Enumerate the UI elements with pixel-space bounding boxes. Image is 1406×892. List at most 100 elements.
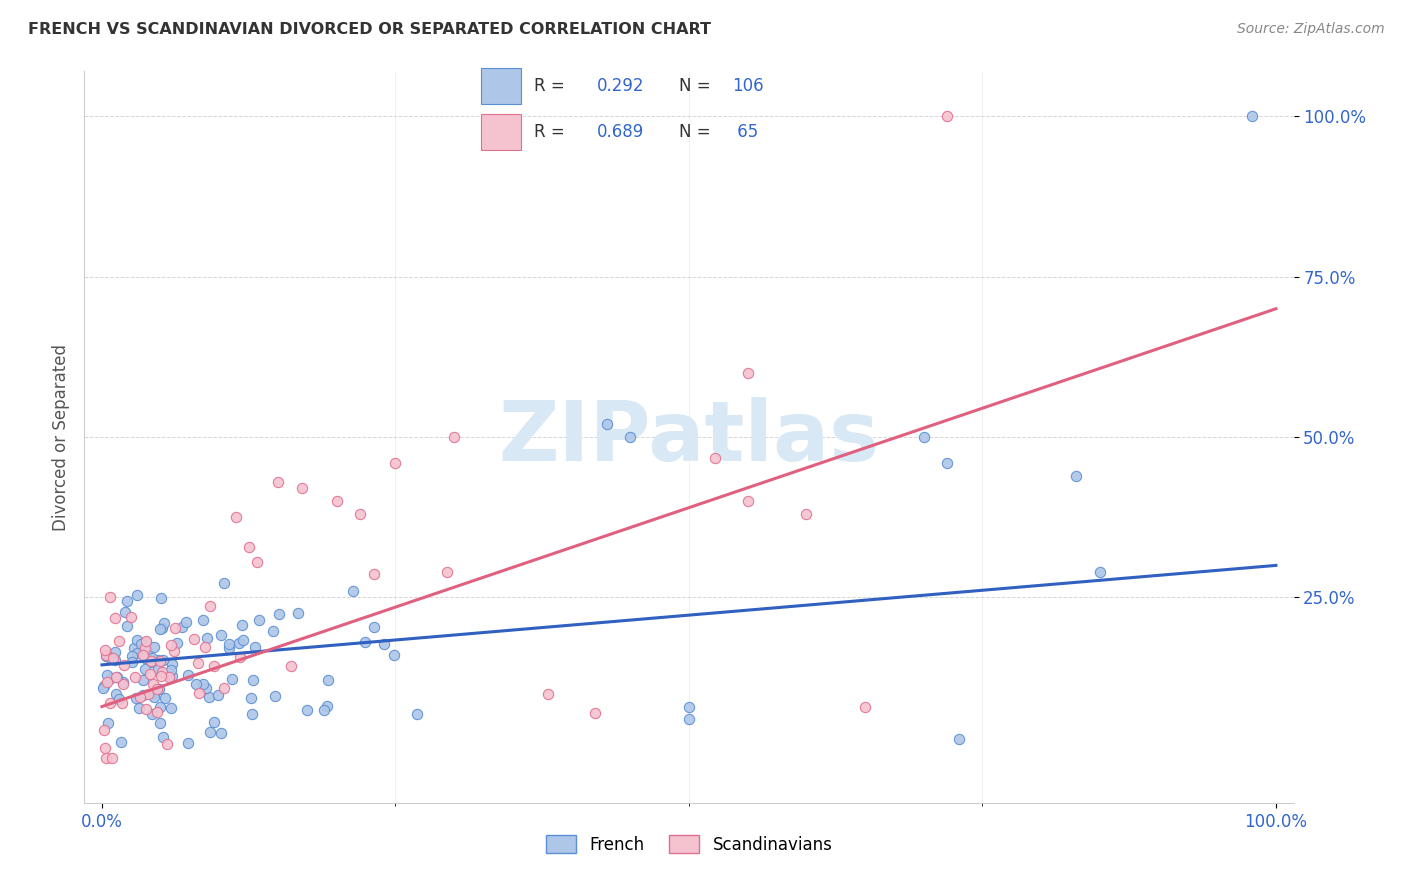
Y-axis label: Divorced or Separated: Divorced or Separated: [52, 343, 70, 531]
Point: [170, 620, 193, 634]
Point: [115, 594, 138, 608]
Point: [149, 654, 172, 668]
Point: [596, 417, 619, 432]
Point: [150, 621, 173, 635]
Point: [243, 640, 266, 654]
Point: [135, 634, 157, 648]
Point: [149, 669, 172, 683]
Point: [100, 671, 122, 685]
Point: [135, 702, 157, 716]
Point: [384, 456, 406, 470]
Point: [262, 624, 284, 638]
Point: [166, 636, 188, 650]
Point: [132, 673, 155, 688]
Point: [139, 654, 162, 668]
Point: [148, 652, 170, 666]
Point: [122, 640, 145, 655]
Point: [583, 706, 606, 720]
Point: [91, 681, 114, 695]
Point: [221, 672, 243, 686]
Point: [936, 109, 959, 123]
Point: [149, 700, 172, 714]
Point: [104, 653, 127, 667]
Point: [187, 686, 209, 700]
Point: [238, 540, 260, 554]
Point: [229, 649, 252, 664]
Point: [177, 736, 200, 750]
Point: [290, 482, 312, 496]
Point: [104, 645, 127, 659]
Point: [141, 656, 163, 670]
Point: [245, 555, 267, 569]
Point: [194, 681, 217, 696]
Point: [120, 609, 142, 624]
Point: [231, 618, 253, 632]
Point: [127, 646, 149, 660]
Text: N =: N =: [679, 77, 711, 95]
Point: [191, 613, 214, 627]
Text: 106: 106: [733, 77, 763, 95]
Point: [443, 430, 465, 444]
Point: [183, 632, 205, 647]
Point: [152, 730, 174, 744]
Point: [197, 631, 219, 645]
Point: [326, 494, 349, 508]
Point: [136, 644, 159, 658]
Point: [121, 648, 143, 663]
Point: [207, 688, 229, 702]
Point: [186, 677, 208, 691]
Point: [111, 677, 134, 691]
Point: [110, 735, 132, 749]
Point: [177, 668, 200, 682]
Point: [112, 675, 135, 690]
Point: [146, 682, 169, 697]
Point: [132, 688, 155, 702]
Point: [115, 619, 138, 633]
Point: [240, 707, 263, 722]
Point: [678, 712, 700, 726]
Point: [363, 620, 385, 634]
Point: [209, 726, 232, 740]
Point: [125, 632, 148, 647]
Point: [218, 641, 240, 656]
Point: [125, 588, 148, 602]
Point: [264, 690, 287, 704]
Point: [150, 591, 173, 606]
Point: [155, 690, 177, 705]
Point: [295, 703, 318, 717]
Point: [97, 716, 120, 731]
Point: [619, 430, 641, 444]
Text: 0.689: 0.689: [596, 123, 644, 141]
Point: [94, 741, 117, 756]
Point: [240, 690, 263, 705]
Point: [93, 679, 115, 693]
Point: [349, 507, 371, 521]
Point: [342, 583, 364, 598]
FancyBboxPatch shape: [481, 114, 520, 150]
Point: [160, 669, 183, 683]
Point: [160, 663, 183, 677]
Text: R =: R =: [534, 123, 565, 141]
Point: [678, 699, 700, 714]
Point: [209, 628, 232, 642]
Point: [124, 690, 146, 705]
Point: [1241, 109, 1264, 123]
Point: [225, 509, 247, 524]
Point: [160, 701, 183, 715]
Point: [149, 622, 172, 636]
Point: [794, 507, 817, 521]
Point: [96, 751, 118, 765]
Point: [912, 430, 935, 444]
Point: [96, 668, 118, 682]
Point: [198, 725, 221, 739]
Point: [141, 706, 163, 721]
Point: [94, 642, 117, 657]
Point: [537, 687, 560, 701]
Point: [121, 655, 143, 669]
Point: [316, 698, 339, 713]
Point: [104, 611, 127, 625]
Point: [98, 590, 121, 604]
Point: [135, 633, 157, 648]
Point: [232, 633, 254, 648]
Point: [131, 637, 153, 651]
